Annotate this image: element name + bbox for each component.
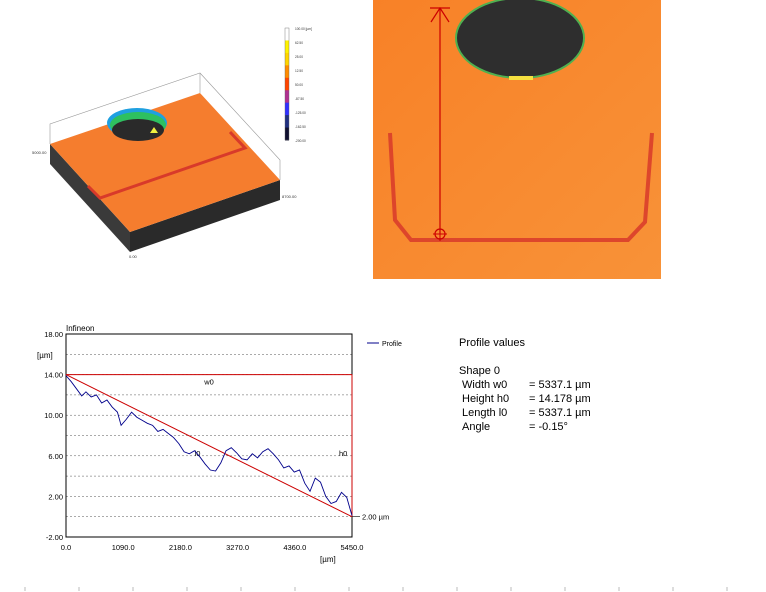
colorbar-segment: [285, 115, 289, 129]
colorbar-label: -87.50: [295, 97, 304, 101]
colorbar-label: 50.00: [295, 83, 303, 87]
profile-value-label: Height h0: [462, 393, 510, 405]
colorbar-segment: [285, 90, 289, 104]
block-left-side: [50, 144, 130, 252]
y-axis-label: [µm]: [37, 351, 53, 360]
iso-axis-label-right: 8700.00: [282, 194, 297, 199]
x-tick-label: 2180.0: [169, 543, 192, 552]
x-tick-label: 1090.0: [112, 543, 135, 552]
x-tick-label: 5450.0: [341, 543, 364, 552]
w0-label: w0: [203, 378, 214, 387]
top-view-trench: [388, 132, 654, 242]
profile-values-panel: Profile values Shape 0 Width w0 = 5337.1…: [459, 337, 699, 447]
x-tick-labels: 0.0 1090.0 2180.0 3270.0 4360.0 5450.0: [61, 543, 364, 552]
profile-value-row: Length l0 = 5337.1 µm: [462, 407, 662, 421]
block-top-surface: [50, 93, 280, 232]
legend-label-profile: Profile: [382, 341, 402, 348]
y-tick-label: 6.00: [48, 452, 63, 461]
profile-value-label: Angle: [462, 421, 491, 433]
top-view-height-map: [373, 0, 661, 279]
colorbar-segment: [285, 28, 289, 41]
profile-chart: Infineon [µm] [µm] 18.00 14.00 10.00 6.00 2.…: [37, 324, 402, 564]
iso-axis-label-bottom: 0.00: [129, 254, 138, 259]
profile-series: [65, 375, 353, 516]
block-front-side: [130, 180, 280, 252]
colorbar-segment: [285, 40, 289, 54]
y-tick-labels: 18.00 14.00 10.00 6.00 2.00 -2.00: [44, 330, 63, 542]
profile-value-label: Length l0: [462, 407, 508, 419]
length-line-l0: [65, 374, 353, 518]
h0-label: h0: [339, 449, 347, 458]
profile-values-title: Profile values: [459, 337, 526, 349]
colorbar-label: 100.00 [µm]: [295, 27, 312, 31]
colorbar-segment: [285, 52, 289, 66]
shape-label: Shape 0: [459, 365, 500, 377]
x-tick-label: 0.0: [61, 543, 71, 552]
measurement-shape: w0 l0 h0 2.00 µm: [65, 374, 389, 522]
y-tick-label: 14.00: [44, 371, 63, 380]
colorbar-label: -162.50: [295, 125, 306, 129]
x-tick-label: 3270.0: [226, 543, 249, 552]
plot-area-frame: [65, 333, 353, 538]
profile-value-row: Angle = -0.15°: [462, 421, 662, 435]
surface-hole: [112, 119, 164, 141]
profile-value-row: Width w0 = 5337.1 µm: [462, 379, 662, 393]
series-line-profile: [65, 375, 353, 516]
profile-value: = 5337.1 µm: [529, 379, 591, 391]
profile-value-row: Height h0 = 14.178 µm: [462, 393, 662, 407]
profile-value: = 5337.1 µm: [529, 407, 591, 419]
end-value-label: 2.00 µm: [362, 513, 389, 522]
iso-axis-label-left: 5000.00: [32, 150, 47, 155]
l0-label: l0: [195, 449, 201, 458]
x-axis-label: [µm]: [320, 555, 336, 564]
profile-value: = 14.178 µm: [529, 393, 591, 405]
profile-value-label: Width w0: [462, 379, 508, 391]
height-colorbar: 100.00 [µm] 62.50 25.00 12.50 50.00 -87.50 -12…: [284, 27, 312, 143]
isometric-surface-view: 100.00 [µm] 62.50 25.00 12.50 50.00 -87.50 -12…: [32, 27, 312, 259]
colorbar-segment: [285, 127, 289, 141]
surface-trench: [86, 130, 248, 200]
colorbar-label: 12.50: [295, 69, 303, 73]
y-tick-label: 10.00: [44, 411, 63, 420]
page-bottom-ticks: [24, 587, 728, 591]
colorbar-label: -200.00: [295, 139, 306, 143]
colorbar-segment: [285, 77, 289, 91]
y-tick-label: 2.00: [48, 492, 63, 501]
colorbar-label: -125.00: [295, 111, 306, 115]
x-tick-label: 4360.0: [283, 543, 306, 552]
top-view-hole: [455, 0, 585, 79]
chart-title: Infineon: [66, 324, 94, 333]
y-tick-label: -2.00: [46, 533, 63, 542]
colorbar-label: 25.00: [295, 55, 303, 59]
colorbar-segment: [285, 102, 289, 116]
colorbar-label: 62.50: [295, 41, 303, 45]
y-tick-label: 18.00: [44, 330, 63, 339]
colorbar-segment: [285, 65, 289, 79]
profile-value: = -0.15°: [529, 421, 568, 433]
